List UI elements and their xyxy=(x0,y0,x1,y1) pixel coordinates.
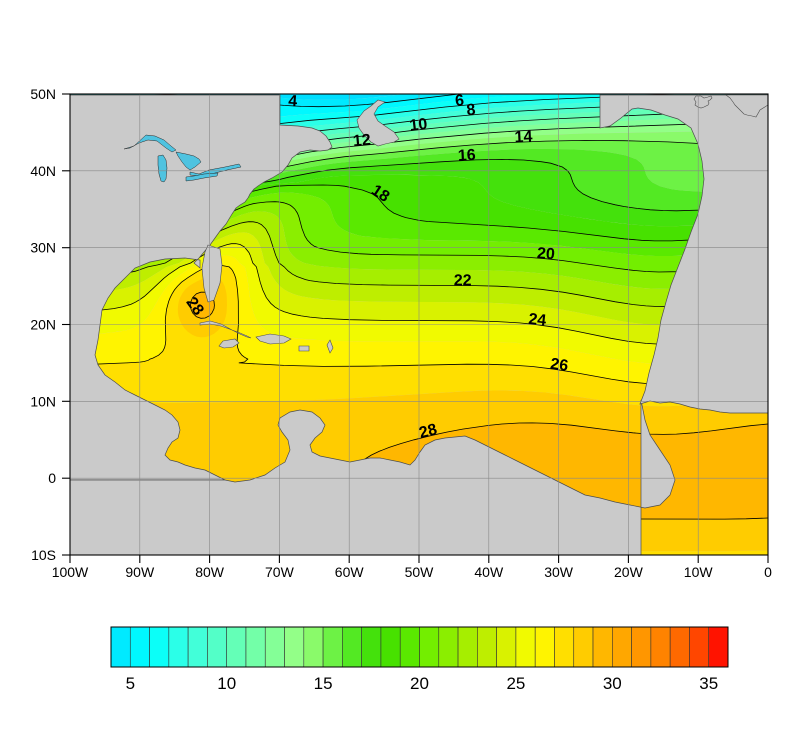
svg-text:100W: 100W xyxy=(52,564,89,580)
svg-text:90W: 90W xyxy=(125,564,155,580)
svg-text:0: 0 xyxy=(48,470,56,486)
svg-text:20W: 20W xyxy=(614,564,644,580)
svg-text:16: 16 xyxy=(457,147,476,165)
svg-text:20: 20 xyxy=(410,674,429,693)
svg-text:10: 10 xyxy=(217,674,236,693)
svg-text:50N: 50N xyxy=(30,86,56,102)
svg-text:30: 30 xyxy=(603,674,622,693)
svg-text:20: 20 xyxy=(536,245,555,263)
svg-text:22: 22 xyxy=(454,272,472,289)
svg-text:10W: 10W xyxy=(684,564,714,580)
svg-text:14: 14 xyxy=(514,128,533,146)
svg-text:30N: 30N xyxy=(30,240,56,256)
svg-text:40N: 40N xyxy=(30,163,56,179)
svg-text:6: 6 xyxy=(454,92,465,110)
svg-text:5: 5 xyxy=(126,674,135,693)
svg-text:70W: 70W xyxy=(265,564,295,580)
svg-text:20N: 20N xyxy=(30,317,56,333)
svg-text:25: 25 xyxy=(506,674,525,693)
svg-text:10N: 10N xyxy=(30,393,56,409)
svg-text:35: 35 xyxy=(699,674,718,693)
svg-text:12: 12 xyxy=(352,132,371,151)
svg-text:50W: 50W xyxy=(405,564,435,580)
svg-text:40W: 40W xyxy=(474,564,504,580)
svg-text:15: 15 xyxy=(314,674,333,693)
svg-text:10: 10 xyxy=(409,116,429,135)
svg-text:60W: 60W xyxy=(335,564,365,580)
svg-text:26: 26 xyxy=(549,356,569,375)
svg-text:0: 0 xyxy=(764,564,772,580)
svg-text:80W: 80W xyxy=(195,564,225,580)
svg-text:4: 4 xyxy=(288,93,298,111)
svg-text:24: 24 xyxy=(528,311,548,330)
svg-text:8: 8 xyxy=(466,101,477,119)
svg-text:30W: 30W xyxy=(544,564,574,580)
svg-text:10S: 10S xyxy=(31,547,56,563)
